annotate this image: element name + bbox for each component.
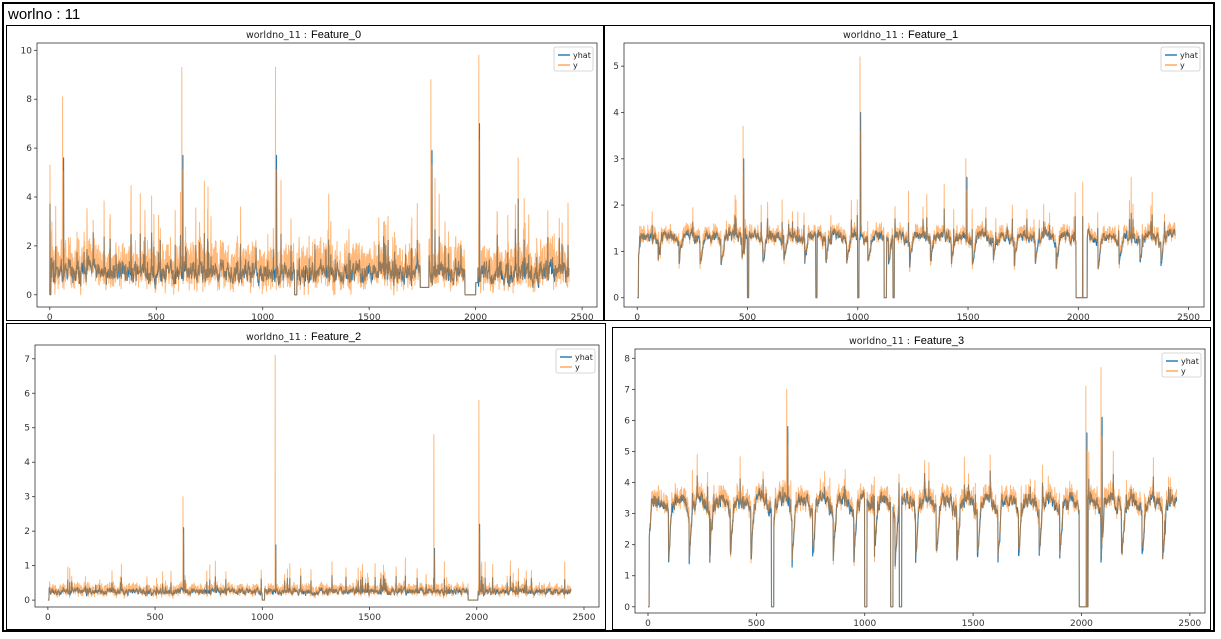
x-tick-label: 1000 (251, 613, 274, 623)
chart-svg: worldno_11 : Feature_10 500 1000 1500 2000 250… (613, 29, 1205, 322)
y-tick-label: 0 (26, 291, 32, 301)
y-tick-label: 4 (624, 479, 630, 489)
x-tick-label: 1500 (962, 619, 985, 629)
chart-title-prefix: worldno_11 : (843, 30, 904, 41)
chart-title-feature: Feature_1 (908, 29, 958, 41)
y-tick-label: 3 (624, 510, 630, 520)
y-tick-label: 7 (24, 355, 30, 365)
x-tick-label: 500 (748, 619, 765, 629)
chart-title-feature: Feature_0 (311, 29, 361, 41)
plot-area (623, 42, 1205, 308)
y-tick-label: 2 (624, 541, 630, 551)
y-tick-label: 1 (613, 247, 619, 257)
plot-area (36, 42, 598, 308)
y-tick-label: 4 (26, 193, 32, 203)
chart-panel-feature-3: worldno_11 : Feature_3 0 500 1000 1500 2000 250… (612, 327, 1211, 630)
plot-area (634, 348, 1206, 614)
y-tick-label: 6 (24, 389, 30, 399)
y-tick-label: 10 (21, 46, 33, 56)
x-tick-label: 1500 (957, 313, 980, 322)
x-tick-label: 0 (645, 619, 651, 629)
chart-panel-feature-1: worldno_11 : Feature_1 0 500 1000 1500 2000 250… (604, 25, 1211, 322)
x-tick-label: 2500 (1178, 619, 1201, 629)
y-tick-label: 5 (24, 424, 30, 434)
y-tick-label: 4 (613, 108, 619, 118)
y-tick-label: 0 (613, 294, 619, 304)
x-tick-label: 0 (47, 313, 53, 322)
x-tick-label: 2500 (571, 313, 594, 322)
series-line-y (637, 56, 1176, 299)
x-tick-label: 500 (148, 313, 165, 322)
x-tick-label: 2500 (573, 613, 596, 623)
plot-area (34, 344, 600, 608)
y-tick-label: 2 (26, 242, 32, 252)
y-tick-label: 6 (26, 144, 32, 154)
y-tick-label: 6 (624, 416, 630, 426)
y-tick-label: 2 (24, 527, 30, 537)
legend-label-y: y (575, 363, 580, 372)
chart-title-feature: Feature_3 (914, 335, 964, 347)
x-tick-label: 0 (45, 613, 51, 623)
chart-title-prefix: worldno_11 : (246, 30, 307, 41)
chart-title-feature: Feature_2 (311, 331, 361, 343)
y-tick-label: 0 (624, 603, 630, 613)
x-tick-label: 1500 (358, 613, 381, 623)
y-tick-label: 0 (24, 596, 30, 606)
chart-svg: worldno_11 : Feature_30 500 1000 1500 2000 250… (624, 335, 1206, 629)
series-line-y (47, 354, 572, 601)
x-tick-label: 1000 (251, 313, 274, 322)
y-tick-label: 3 (24, 493, 30, 503)
series-line-yhat (647, 416, 1178, 608)
chart-title-prefix: worldno_11 : (246, 332, 307, 343)
x-tick-label: 1000 (853, 619, 876, 629)
y-tick-label: 1 (24, 562, 30, 572)
legend-label-yhat: yhat (575, 353, 593, 362)
x-tick-label: 2000 (1070, 619, 1093, 629)
x-tick-label: 500 (146, 613, 163, 623)
series-line-yhat (636, 111, 1176, 299)
y-tick-label: 1 (624, 572, 630, 582)
x-tick-label: 1000 (846, 313, 869, 322)
x-tick-label: 0 (634, 313, 640, 322)
x-tick-label: 1500 (358, 313, 381, 322)
legend-label-yhat: yhat (1181, 357, 1199, 366)
legend-label-yhat: yhat (573, 51, 591, 60)
page-title: worlno : 11 (8, 6, 81, 23)
x-tick-label: 2500 (1177, 313, 1200, 322)
y-tick-label: 7 (624, 385, 630, 395)
x-tick-label: 2000 (465, 613, 488, 623)
y-tick-label: 3 (613, 155, 619, 165)
y-tick-label: 5 (613, 62, 619, 72)
legend-label-y: y (1181, 367, 1186, 376)
legend-label-y: y (1180, 61, 1185, 70)
series-line-y (49, 54, 570, 296)
legend-label-y: y (573, 61, 578, 70)
figure-frame (2, 2, 1215, 632)
x-tick-label: 2000 (1067, 313, 1090, 322)
y-tick-label: 2 (613, 201, 619, 211)
chart-panel-feature-0: worldno_11 : Feature_0 0 500 1000 1500 2000 250… (6, 25, 604, 322)
series-line-y (647, 367, 1178, 608)
y-tick-label: 8 (26, 95, 32, 105)
chart-title-prefix: worldno_11 : (849, 336, 910, 347)
chart-panel-feature-2: worldno_11 : Feature_2 0 500 1000 1500 2000 250… (6, 323, 606, 630)
legend-label-yhat: yhat (1180, 51, 1198, 60)
y-tick-label: 4 (24, 458, 30, 468)
y-tick-label: 8 (624, 354, 630, 364)
y-tick-label: 5 (624, 447, 630, 457)
chart-svg: worldno_11 : Feature_20 500 1000 1500 2000 250… (24, 331, 600, 623)
x-tick-label: 500 (739, 313, 756, 322)
x-tick-label: 2000 (464, 313, 487, 322)
chart-svg: worldno_11 : Feature_0 0 500 1000 1500 2000 250… (21, 29, 598, 322)
